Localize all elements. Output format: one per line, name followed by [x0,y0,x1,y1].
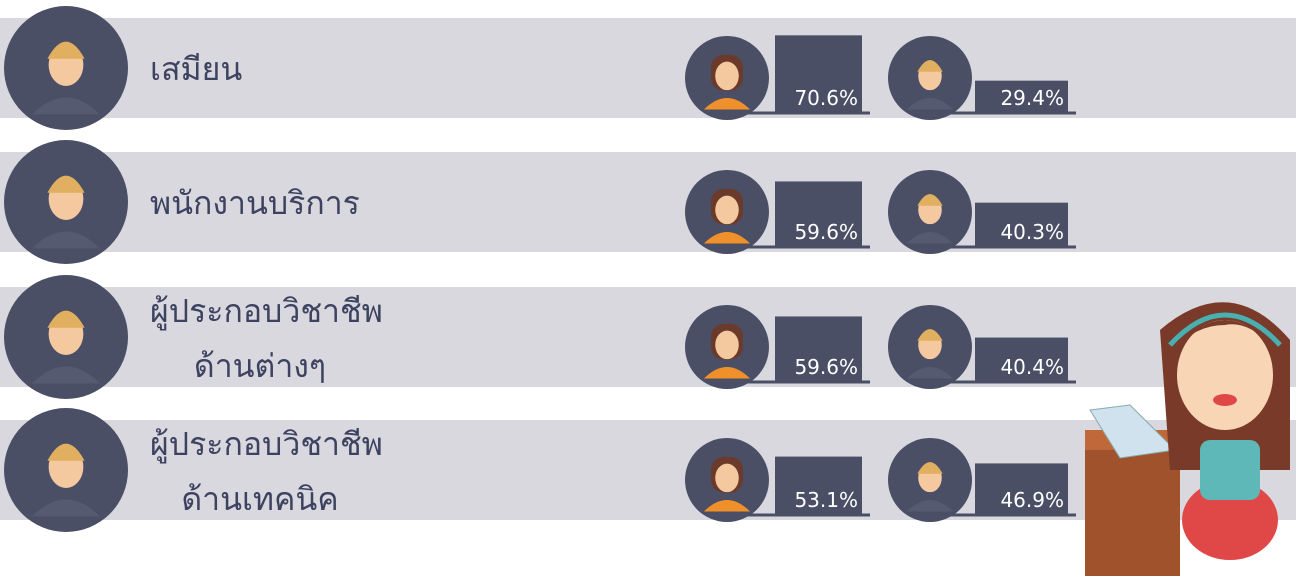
value-label: 29.4% [1000,86,1064,110]
row-label: ด้านเทคนิค [181,480,338,518]
row-label: พนักงานบริการ [150,184,360,222]
row-label: ผู้ประกอบวิชาชีพ [150,425,383,464]
avatar-face [715,331,739,360]
avatar-face [715,196,739,225]
row-label: ด้านต่างๆ [194,347,326,385]
value-label: 46.9% [1000,488,1064,512]
avatar-face [715,464,739,493]
row-label: เสมียน [150,50,242,88]
row-label: ผู้ประกอบวิชาชีพ [150,292,383,331]
value-label: 70.6% [794,86,858,110]
value-label: 59.6% [794,355,858,379]
value-label: 40.4% [1000,355,1064,379]
value-label: 59.6% [794,220,858,244]
infographic: เสมียน 70.6% 29.4% พนักงานบริการ 59.6% 40.3% ผ… [0,0,1306,576]
avatar-face [715,62,739,91]
value-label: 53.1% [794,488,858,512]
value-label: 40.3% [1000,220,1064,244]
